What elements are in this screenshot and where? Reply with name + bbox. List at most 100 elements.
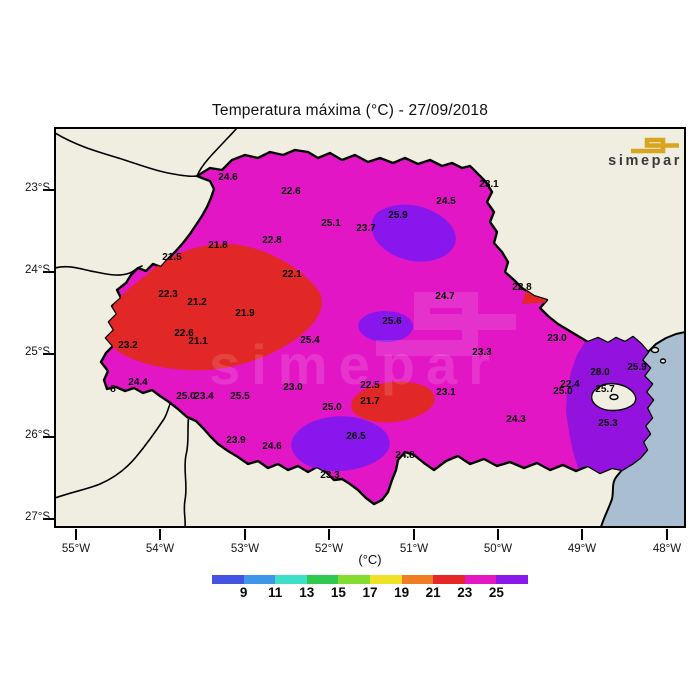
temp-label: 23.1 [479, 179, 499, 190]
border-line-south [183, 409, 191, 526]
lon-tick-label: 53°W [230, 543, 260, 555]
colorbar-segment [464, 575, 497, 584]
colorbar-segment [338, 575, 370, 584]
lon-tick-mark [159, 529, 161, 540]
temp-label: 24.7 [435, 291, 455, 302]
temp-label: 25.4 [300, 335, 320, 346]
lat-tick-mark [43, 518, 54, 520]
colorbar-segment [369, 575, 402, 584]
colorbar-tick-label: 17 [362, 585, 378, 600]
temp-label: 26.5 [346, 431, 366, 442]
temp-label: 22.4 [560, 379, 580, 390]
temp-label: 21.2 [187, 297, 207, 308]
lat-tick-label: 27°S [24, 511, 50, 523]
temp-label: 23.2 [118, 340, 138, 351]
contour-red-west [104, 243, 322, 371]
temp-label: 24.8 [395, 450, 415, 461]
lat-tick-label: 23°S [24, 182, 50, 194]
lon-tick-mark [497, 529, 499, 540]
temp-label: 23.7 [356, 223, 376, 234]
lat-tick-mark [43, 436, 54, 438]
coastal-island [659, 358, 667, 364]
temp-label: 23.0 [547, 333, 567, 344]
temp-label: 25.7 [595, 384, 615, 395]
temp-label: 24.4 [128, 377, 148, 388]
lon-tick-label: 52°W [314, 543, 344, 555]
colorbar [212, 575, 528, 584]
temp-label: 21.8 [208, 240, 228, 251]
contour-red-south [351, 381, 435, 423]
colorbar-tick-label: 15 [330, 585, 346, 600]
colorbar-tick-label: 21 [425, 585, 441, 600]
plot-frame [54, 127, 686, 528]
temp-label: 25.5 [230, 391, 250, 402]
lat-tick-mark [43, 189, 54, 191]
lon-tick-label: 54°W [145, 543, 175, 555]
coastal-island [650, 346, 660, 354]
contour-purple-center [358, 311, 414, 342]
lon-tick-mark [244, 529, 246, 540]
temp-label: 22.8 [512, 282, 532, 293]
temp-label: 25.6 [382, 316, 402, 327]
colorbar-unit-label: (°C) [358, 552, 382, 567]
colorbar-segment [496, 575, 528, 584]
lon-tick-label: 48°W [652, 543, 682, 555]
lon-tick-mark [328, 529, 330, 540]
lat-tick-mark [43, 353, 54, 355]
border-line-north [196, 129, 238, 177]
map-title: Temperatura máxima (°C) - 27/09/2018 [211, 102, 489, 119]
border-line-southwest [56, 403, 171, 499]
temp-label: 23.4 [194, 391, 214, 402]
temp-label: 23.1 [436, 387, 456, 398]
temp-label: 25.0 [322, 402, 342, 413]
lon-tick-mark [75, 529, 77, 540]
temp-label: 21.9 [235, 308, 255, 319]
temp-label: 23.0 [283, 382, 303, 393]
temp-label: 22.6 [174, 328, 194, 339]
border-line-northwest [56, 132, 198, 178]
colorbar-tick-label: 25 [488, 585, 504, 600]
temp-label: 25.9 [627, 362, 647, 373]
colorbar-tick-label: 11 [268, 585, 283, 600]
temp-label: 24.3 [506, 414, 526, 425]
colorbar-segment [433, 575, 465, 584]
temp-label: 22.8 [262, 235, 282, 246]
lon-tick-label: 50°W [483, 543, 513, 555]
temp-label: 21.5 [162, 252, 182, 263]
temp-label: 25.0 [176, 391, 196, 402]
temp-label: 23.3 [320, 470, 340, 481]
simepar-logo: simepar [552, 137, 682, 171]
temp-label: 28.0 [590, 367, 610, 378]
colorbar-tick-label: 19 [394, 585, 410, 600]
colorbar-tick-label: 9 [239, 585, 248, 600]
colorbar-tick-label: 23 [457, 585, 473, 600]
colorbar-segment [212, 575, 244, 584]
coastline [600, 331, 684, 526]
colorbar-segment [275, 575, 307, 584]
temp-label: 23.3 [472, 347, 492, 358]
temp-label: 25.3 [598, 418, 618, 429]
temp-label: 24.6 [218, 172, 238, 183]
simepar-logo-text: simepar [608, 153, 682, 169]
lat-tick-label: 26°S [24, 429, 50, 441]
temp-label: 21.7 [360, 396, 380, 407]
contour-purple-south [291, 416, 390, 472]
lon-tick-label: 51°W [399, 543, 429, 555]
temp-label: 25.1 [321, 218, 341, 229]
temp-label: 21.1 [188, 336, 208, 347]
colorbar-segment [243, 575, 276, 584]
colorbar-segment [401, 575, 434, 584]
lat-tick-mark [43, 271, 54, 273]
temp-label: 25.0 [553, 386, 573, 397]
lon-tick-label: 49°W [567, 543, 597, 555]
lon-tick-label: 55°W [61, 543, 91, 555]
atlantic-ocean [601, 332, 684, 526]
lon-tick-mark [581, 529, 583, 540]
simepar-logo-icon [631, 137, 679, 154]
temp-label: 22.6 [281, 186, 301, 197]
bay-island [609, 393, 619, 401]
temp-label: 22.5 [360, 380, 380, 391]
lat-tick-label: 25°S [24, 346, 50, 358]
